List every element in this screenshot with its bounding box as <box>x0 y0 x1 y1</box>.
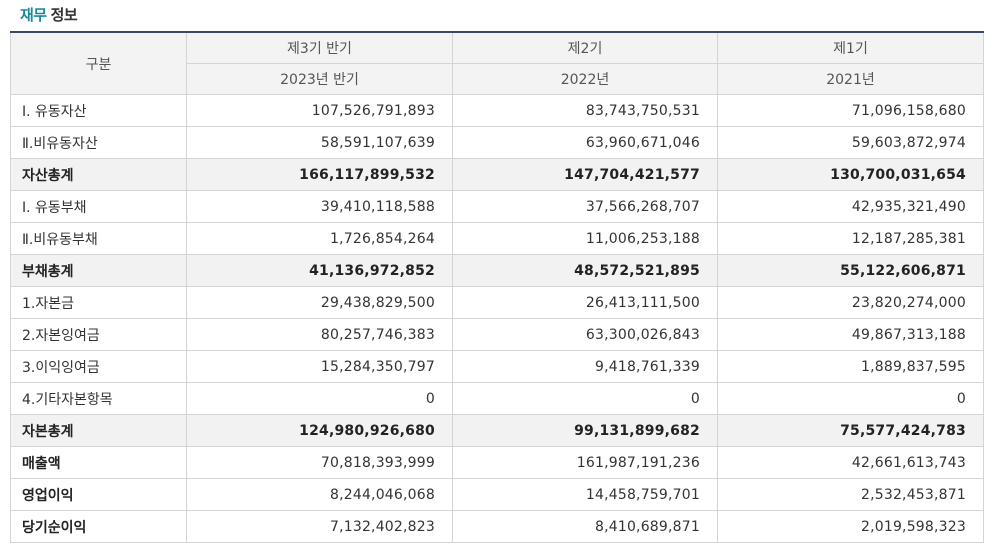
row-value: 11,006,253,188 <box>452 222 718 255</box>
row-label: 매출액 <box>10 446 187 479</box>
row-value: 49,867,313,188 <box>717 318 984 351</box>
row-value: 2,019,598,323 <box>717 510 984 543</box>
row-value: 7,132,402,823 <box>186 510 453 543</box>
table-row: Ⅱ.비유동부채 1,726,854,264 11,006,253,188 12,… <box>10 222 984 255</box>
row-value: 15,284,350,797 <box>186 350 453 383</box>
row-value: 63,960,671,046 <box>452 126 718 159</box>
row-value: 75,577,424,783 <box>717 414 984 447</box>
table-header: 구분 제3기 반기 제2기 제1기 2023년 반기 2022년 2021년 <box>10 31 984 95</box>
row-value: 99,131,899,682 <box>452 414 718 447</box>
row-value: 26,413,111,500 <box>452 286 718 319</box>
row-value: 8,410,689,871 <box>452 510 718 543</box>
row-value: 9,418,761,339 <box>452 350 718 383</box>
row-value: 2,532,453,871 <box>717 478 984 511</box>
row-value: 58,591,107,639 <box>186 126 453 159</box>
header-row-label: 구분 <box>10 31 187 95</box>
row-value: 71,096,158,680 <box>717 94 984 127</box>
row-label: Ⅱ.비유동자산 <box>10 126 187 159</box>
row-value: 83,743,750,531 <box>452 94 718 127</box>
table-row: 매출액 70,818,393,999 161,987,191,236 42,66… <box>10 446 984 479</box>
row-label: 1.자본금 <box>10 286 187 319</box>
row-value: 0 <box>186 382 453 415</box>
row-value: 70,818,393,999 <box>186 446 453 479</box>
table-row-total: 자산총계 166,117,899,532 147,704,421,577 130… <box>10 158 984 191</box>
table-row: Ⅰ. 유동부채 39,410,118,588 37,566,268,707 42… <box>10 190 984 223</box>
row-label: 자본총계 <box>10 414 187 447</box>
table-row: 당기순이익 7,132,402,823 8,410,689,871 2,019,… <box>10 510 984 543</box>
header-row-terms: 구분 제3기 반기 제2기 제1기 <box>10 31 984 95</box>
row-value: 80,257,746,383 <box>186 318 453 351</box>
row-value: 12,187,285,381 <box>717 222 984 255</box>
table-row: 4.기타자본항목 0 0 0 <box>10 382 984 415</box>
header-row-years: 2023년 반기 2022년 2021년 <box>11 63 984 95</box>
row-value: 8,244,046,068 <box>186 478 453 511</box>
financial-info-table: 구분 제3기 반기 제2기 제1기 2023년 반기 2022년 2021년 Ⅰ… <box>10 31 984 543</box>
row-value: 166,117,899,532 <box>186 158 453 191</box>
row-value: 0 <box>717 382 984 415</box>
header-year-3: 2021년 <box>717 63 984 95</box>
row-value: 63,300,026,843 <box>452 318 718 351</box>
table-row: 1.자본금 29,438,829,500 26,413,111,500 23,8… <box>10 286 984 319</box>
row-label: 영업이익 <box>10 478 187 511</box>
table-row-total: 부채총계 41,136,972,852 48,572,521,895 55,12… <box>10 254 984 287</box>
row-value: 107,526,791,893 <box>186 94 453 127</box>
table-row: Ⅱ.비유동자산 58,591,107,639 63,960,671,046 59… <box>10 126 984 159</box>
row-label: Ⅱ.비유동부채 <box>10 222 187 255</box>
row-label: 4.기타자본항목 <box>10 382 187 415</box>
row-label: 3.이익잉여금 <box>10 350 187 383</box>
row-value: 0 <box>452 382 718 415</box>
row-value: 41,136,972,852 <box>186 254 453 287</box>
row-value: 37,566,268,707 <box>452 190 718 223</box>
row-value: 48,572,521,895 <box>452 254 718 287</box>
table-row: 영업이익 8,244,046,068 14,458,759,701 2,532,… <box>10 478 984 511</box>
row-value: 147,704,421,577 <box>452 158 718 191</box>
row-value: 1,889,837,595 <box>717 350 984 383</box>
row-value: 130,700,031,654 <box>717 158 984 191</box>
row-value: 29,438,829,500 <box>186 286 453 319</box>
section-title: 재무 정보 <box>20 4 78 26</box>
row-value: 59,603,872,974 <box>717 126 984 159</box>
table-body: Ⅰ. 유동자산 107,526,791,893 83,743,750,531 7… <box>10 94 984 543</box>
row-value: 39,410,118,588 <box>186 190 453 223</box>
row-value: 1,726,854,264 <box>186 222 453 255</box>
table-row-total: 자본총계 124,980,926,680 99,131,899,682 75,5… <box>10 414 984 447</box>
header-term-3: 제1기 <box>717 31 984 64</box>
header-year-2: 2022년 <box>452 63 718 95</box>
row-value: 23,820,274,000 <box>717 286 984 319</box>
row-label: 당기순이익 <box>10 510 187 543</box>
header-year-1: 2023년 반기 <box>186 63 453 95</box>
section-title-rest: 정보 <box>50 6 78 24</box>
row-value: 55,122,606,871 <box>717 254 984 287</box>
header-term-2: 제2기 <box>452 31 718 64</box>
header-term-1: 제3기 반기 <box>186 31 453 64</box>
row-label: 부채총계 <box>10 254 187 287</box>
row-value: 42,935,321,490 <box>717 190 984 223</box>
table-row: 2.자본잉여금 80,257,746,383 63,300,026,843 49… <box>10 318 984 351</box>
table-row: Ⅰ. 유동자산 107,526,791,893 83,743,750,531 7… <box>10 94 984 127</box>
row-label: Ⅰ. 유동자산 <box>10 94 187 127</box>
row-value: 161,987,191,236 <box>452 446 718 479</box>
row-label: 2.자본잉여금 <box>10 318 187 351</box>
table-row: 3.이익잉여금 15,284,350,797 9,418,761,339 1,8… <box>10 350 984 383</box>
row-label: 자산총계 <box>10 158 187 191</box>
row-value: 124,980,926,680 <box>186 414 453 447</box>
row-value: 14,458,759,701 <box>452 478 718 511</box>
section-title-accent: 재무 <box>20 6 47 24</box>
row-value: 42,661,613,743 <box>717 446 984 479</box>
row-label: Ⅰ. 유동부채 <box>10 190 187 223</box>
